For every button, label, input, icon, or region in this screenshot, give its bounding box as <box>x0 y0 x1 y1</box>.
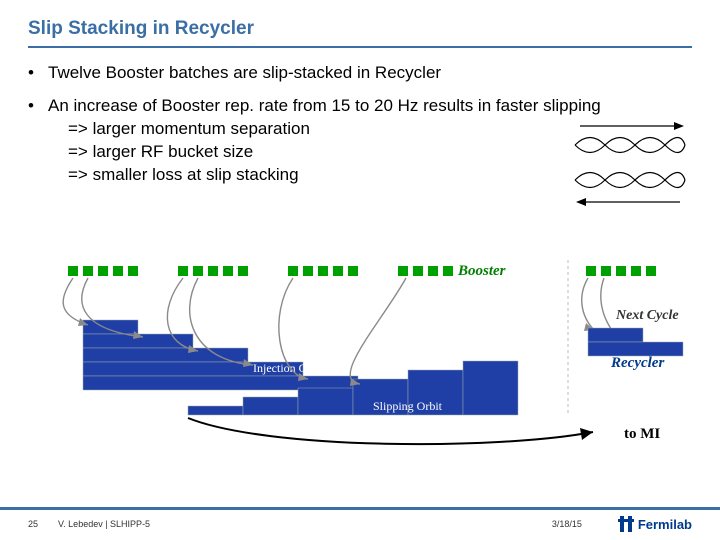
slipping-orbit-label: Slipping Orbit <box>373 399 443 413</box>
page-number: 25 <box>28 519 58 529</box>
slide-footer: 25 V. Lebedev | SLHIPP-5 3/18/15 Fermila… <box>0 507 720 532</box>
stacking-chart: Booster Next Cycle Recycler to MI Inject… <box>28 260 692 450</box>
bullet-mark: • <box>28 95 48 187</box>
fermilab-logo-text: Fermilab <box>638 517 692 532</box>
fermilab-logo: Fermilab <box>618 516 692 532</box>
fermilab-icon <box>618 516 634 532</box>
chart-svg: Injection Orbit Slipping Orbit <box>28 260 692 452</box>
bullet-2-text: An increase of Booster rep. rate from 15… <box>48 95 692 118</box>
bullet-mark: • <box>28 62 48 85</box>
title-row: Slip Stacking in Recycler <box>28 18 692 48</box>
injection-orbit-label: Injection Orbit <box>253 361 325 375</box>
footer-date: 3/18/15 <box>552 519 612 529</box>
bullet-1-text: Twelve Booster batches are slip-stacked … <box>48 62 692 85</box>
slide-title: Slip Stacking in Recycler <box>28 18 692 40</box>
wave-diagram <box>570 120 690 210</box>
bullet-1: • Twelve Booster batches are slip-stacke… <box>28 62 692 85</box>
footer-author: V. Lebedev | SLHIPP-5 <box>58 519 552 529</box>
